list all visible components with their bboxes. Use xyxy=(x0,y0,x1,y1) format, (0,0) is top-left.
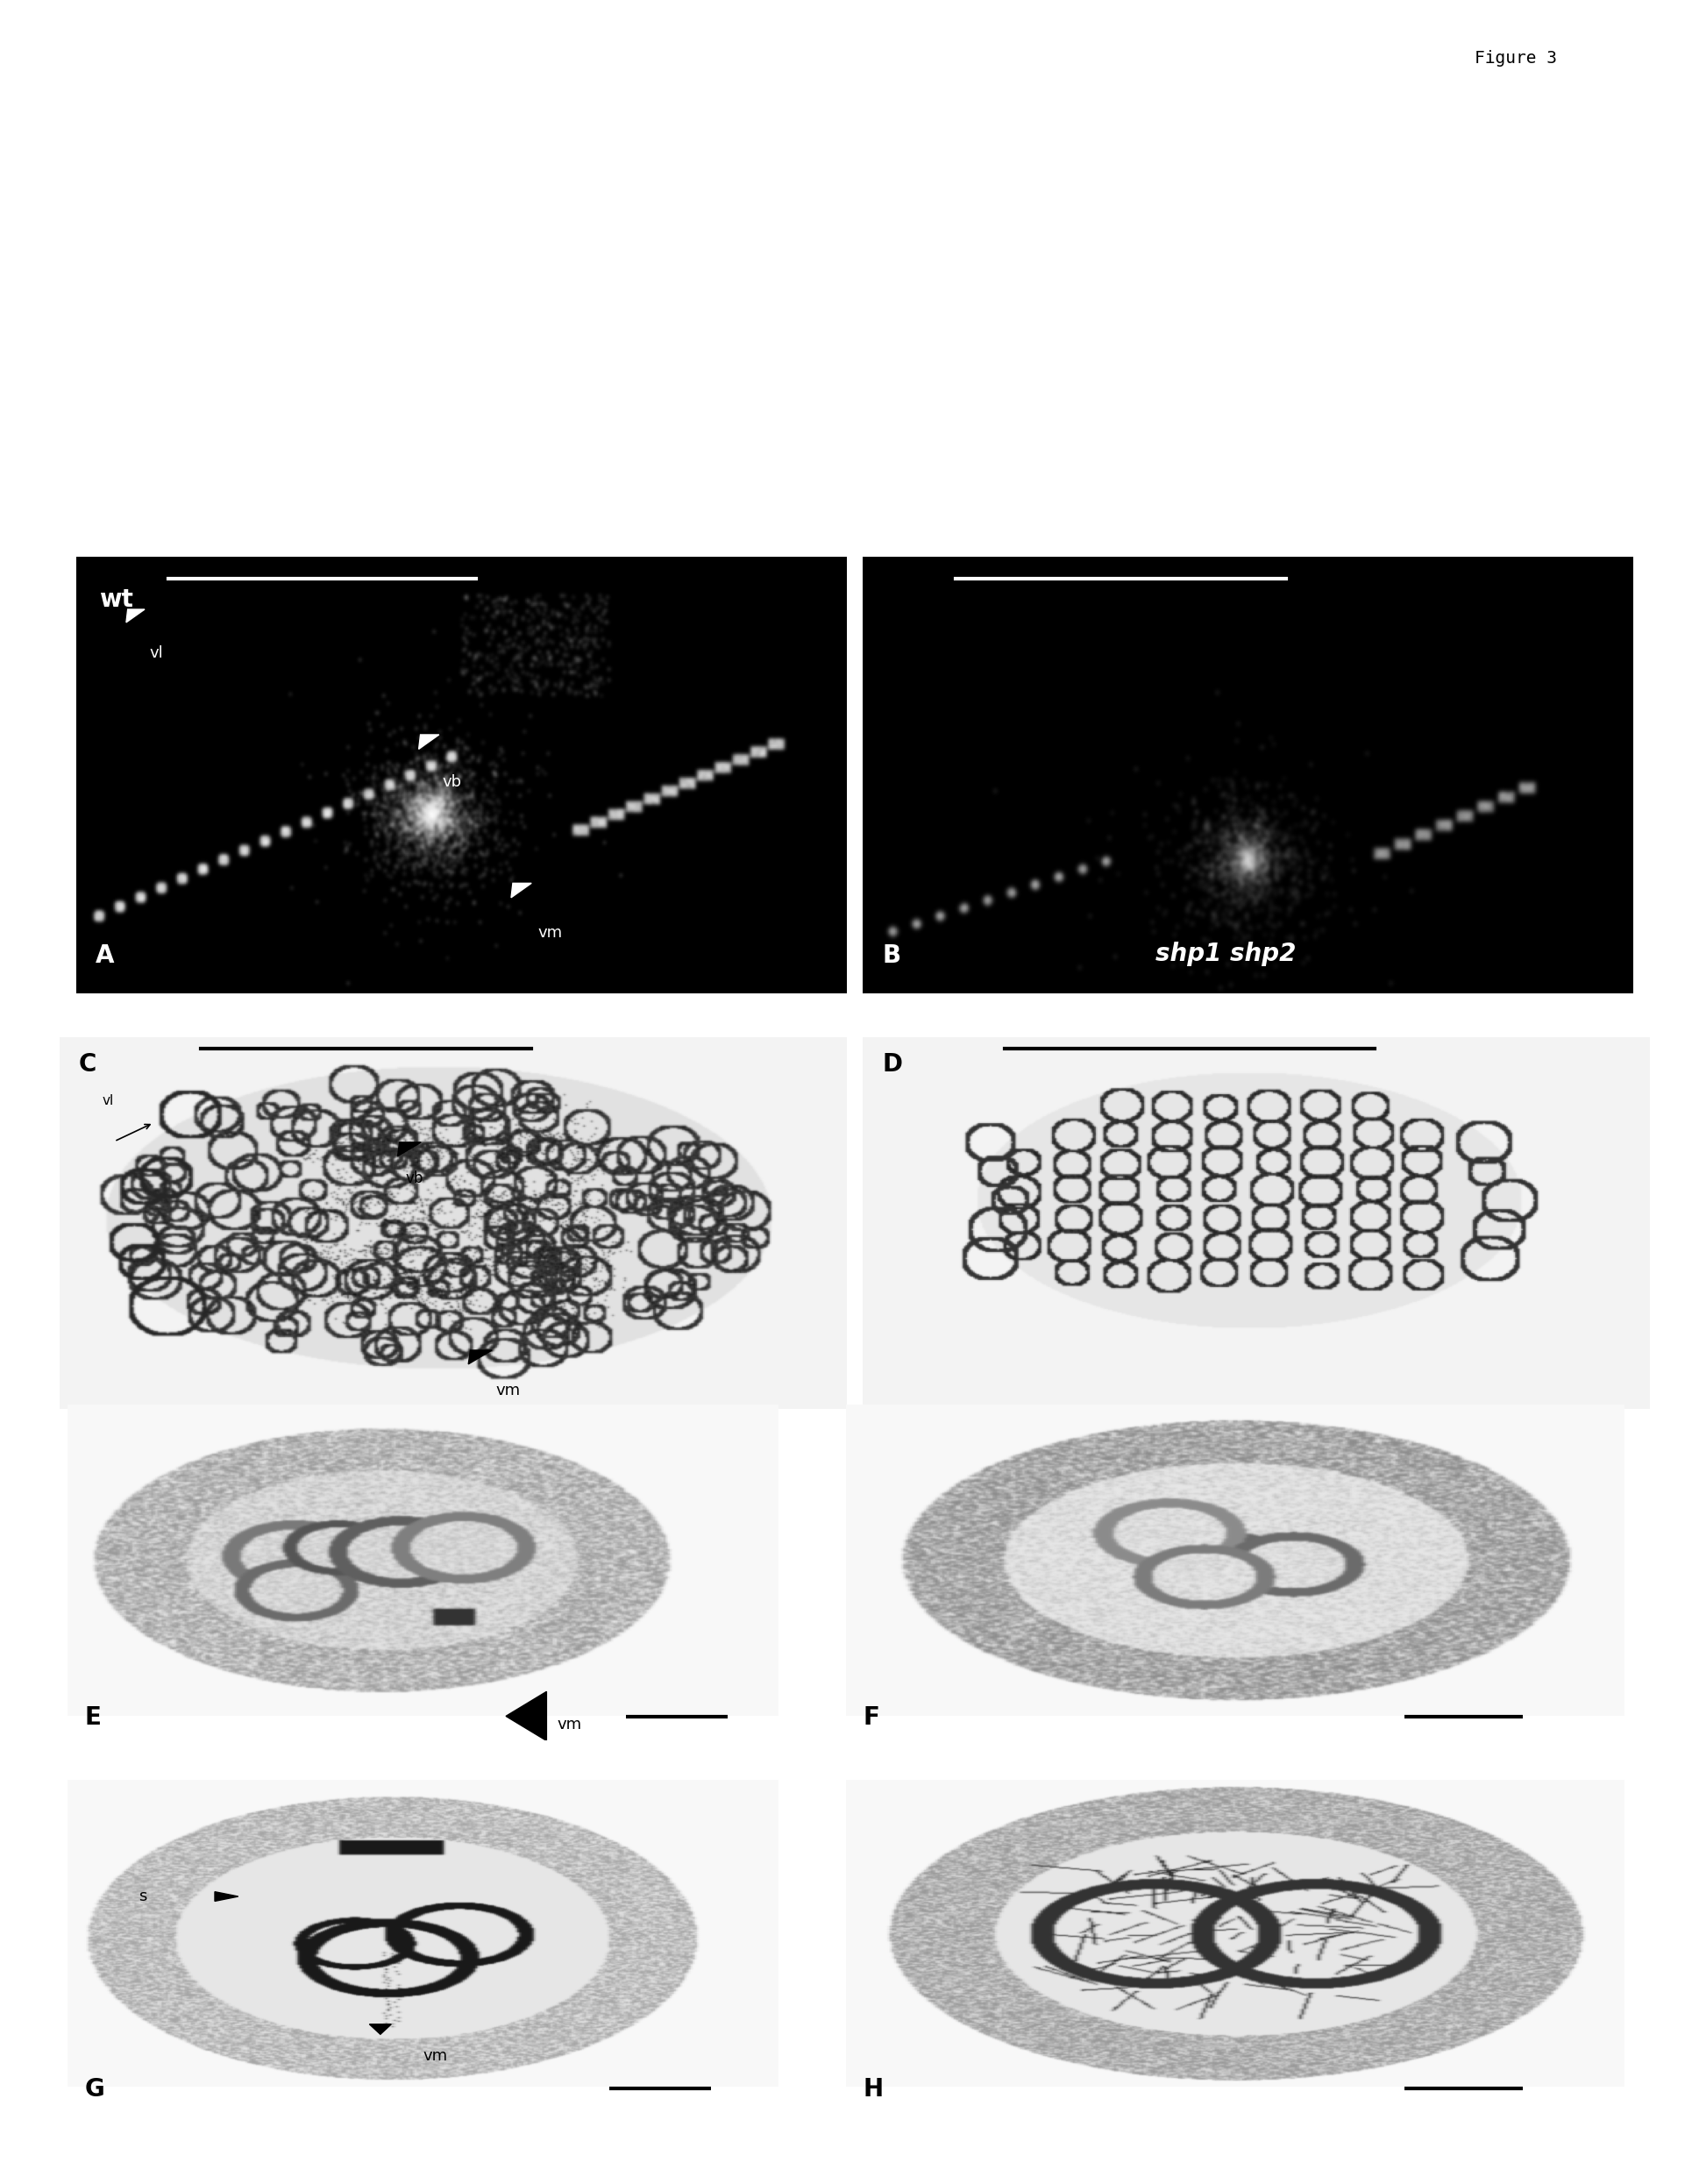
Text: vl: vl xyxy=(149,644,162,662)
Text: vm: vm xyxy=(496,1382,521,1398)
Text: E: E xyxy=(85,1706,102,1730)
Text: Figure 3: Figure 3 xyxy=(1474,50,1557,68)
Text: vm: vm xyxy=(557,1717,582,1732)
Text: A: A xyxy=(95,943,115,968)
Polygon shape xyxy=(369,2025,391,2033)
Text: vb: vb xyxy=(406,1171,423,1186)
Polygon shape xyxy=(469,1350,492,1365)
Text: wt: wt xyxy=(100,587,134,612)
Polygon shape xyxy=(127,609,144,622)
Text: vl: vl xyxy=(103,1094,113,1107)
Text: B: B xyxy=(882,943,900,968)
Text: shp1 shp2: shp1 shp2 xyxy=(1156,941,1296,965)
Polygon shape xyxy=(506,1693,547,1741)
Polygon shape xyxy=(511,882,531,898)
Text: H: H xyxy=(863,2077,883,2101)
Text: vm: vm xyxy=(538,924,563,941)
Polygon shape xyxy=(215,1891,239,1902)
Polygon shape xyxy=(418,734,438,749)
Text: s: s xyxy=(139,1889,147,1904)
Text: F: F xyxy=(863,1706,880,1730)
Polygon shape xyxy=(398,1142,421,1155)
Text: vm: vm xyxy=(423,2049,448,2064)
Text: D: D xyxy=(883,1053,904,1077)
Text: C: C xyxy=(80,1053,96,1077)
Text: vb: vb xyxy=(442,773,462,791)
Text: G: G xyxy=(85,2077,105,2101)
